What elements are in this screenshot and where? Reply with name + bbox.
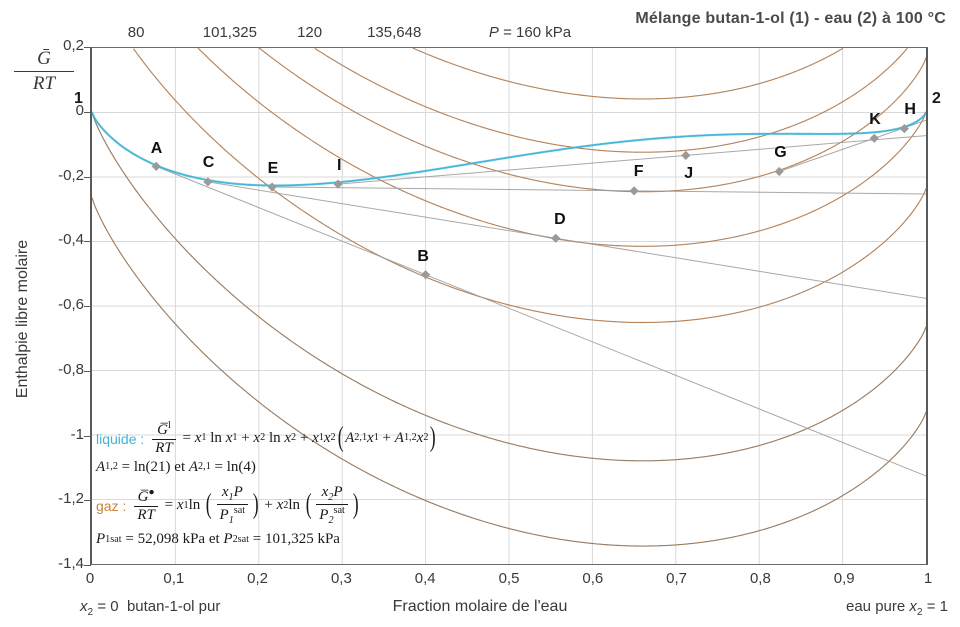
x-tick-label: 0,3 bbox=[330, 570, 352, 587]
y-tick-mark bbox=[84, 47, 91, 48]
y-tick-label: 0,2 bbox=[63, 37, 84, 54]
plot-area: A B C D E F G H I J K bbox=[90, 47, 928, 565]
pressure-label-3: 135,648 bbox=[367, 24, 422, 41]
p2sat-value: 101,325 kPa bbox=[264, 531, 340, 548]
corner-label-1: 1 bbox=[74, 90, 83, 107]
y-tick-mark bbox=[84, 370, 91, 372]
x-tick-label: 0,2 bbox=[247, 570, 269, 587]
point-label-b: B bbox=[417, 247, 429, 265]
y-tick-mark bbox=[84, 306, 91, 307]
y-tick-label: -1,4 bbox=[58, 555, 84, 572]
y-tick-label: -0,6 bbox=[58, 296, 84, 313]
y-tick-mark bbox=[84, 500, 91, 502]
point-label-c: C bbox=[202, 154, 215, 172]
y-tick-mark bbox=[84, 176, 91, 178]
x-tick-label: 0,1 bbox=[163, 570, 185, 587]
equation-parameters: A 1,2 = ln(21) et A 2,1 = ln(4) bbox=[96, 459, 256, 475]
equation-liquid-tag: liquide : bbox=[96, 430, 145, 447]
x-tick-label: 0,5 bbox=[498, 570, 520, 587]
corner-label-2: 2 bbox=[932, 90, 941, 107]
point-label-a: A bbox=[150, 139, 163, 157]
equation-psat: P 1 sat = 52,098 kPa et P 2 sat = 101,325 kP… bbox=[96, 531, 340, 548]
pressure-label-4: P = 160 kPa bbox=[488, 24, 572, 41]
parameters-conjunction: et bbox=[174, 459, 186, 475]
point-label-g: G bbox=[774, 144, 787, 161]
y-tick-mark bbox=[84, 111, 91, 113]
y-tick-mark bbox=[84, 241, 91, 243]
x-tick-label: 0,9 bbox=[833, 570, 855, 587]
point-label-e: E bbox=[267, 159, 279, 177]
a12-value: ln(21) bbox=[133, 459, 171, 475]
x-tick-label: 0,6 bbox=[582, 570, 604, 587]
y-tick-mark bbox=[84, 435, 91, 437]
x-axis-right-note: eau pure x2 = 1 bbox=[846, 598, 948, 618]
curves-layer bbox=[92, 48, 926, 547]
p1sat-value: 52,098 kPa bbox=[137, 531, 206, 548]
point-label-i: I bbox=[336, 156, 342, 174]
point-label-h: H bbox=[904, 100, 916, 118]
x-axis-left-note: x2 = 0 butan-1-ol pur bbox=[80, 598, 221, 618]
page-title: Mélange butan-1-ol (1) - eau (2) à 100 °… bbox=[635, 10, 946, 27]
pressure-label-2: 120 bbox=[297, 24, 323, 41]
y-axis-symbol-numerator: Ḡ bbox=[37, 48, 51, 69]
pressure-label-0: 80 bbox=[127, 24, 145, 41]
x-tick-label: 1 bbox=[923, 570, 933, 587]
point-label-d: D bbox=[554, 211, 566, 228]
y-tick-label: -0,8 bbox=[58, 360, 84, 378]
equation-gas: gaz : G̅● RT = x 1 ln (x1P P1sat) + x 2 ln (x2… bbox=[96, 484, 359, 527]
pressure-label-1: 101,325 bbox=[202, 24, 258, 41]
a21-value: ln(4) bbox=[226, 459, 256, 475]
y-tick-label: -1 bbox=[70, 425, 84, 443]
psat-conjunction: et bbox=[208, 531, 220, 548]
y-tick-label: -0,4 bbox=[58, 231, 84, 249]
x-tick-label: 0 bbox=[85, 570, 95, 587]
x-tick-label: 0,4 bbox=[414, 570, 436, 587]
y-axis-title: Enthalpie libre molaire bbox=[14, 239, 31, 399]
y-axis-symbol-denominator: RT bbox=[14, 71, 74, 95]
point-label-f: F bbox=[633, 163, 644, 181]
point-label-k: K bbox=[869, 110, 881, 128]
y-tick-label: -0,2 bbox=[58, 166, 84, 184]
x-tick-label: 0,8 bbox=[749, 570, 771, 587]
x-axis-title: Fraction molaire de l'eau bbox=[392, 598, 568, 615]
x-tick-label: 0,7 bbox=[666, 570, 688, 587]
y-axis-symbol: Ḡ RT bbox=[14, 48, 74, 95]
y-tick-label: 0 bbox=[75, 101, 84, 119]
equation-gas-tag: gaz : bbox=[96, 497, 127, 514]
point-label-j: J bbox=[684, 164, 694, 182]
y-tick-mark bbox=[84, 565, 91, 566]
y-tick-label: -1,2 bbox=[58, 490, 84, 508]
